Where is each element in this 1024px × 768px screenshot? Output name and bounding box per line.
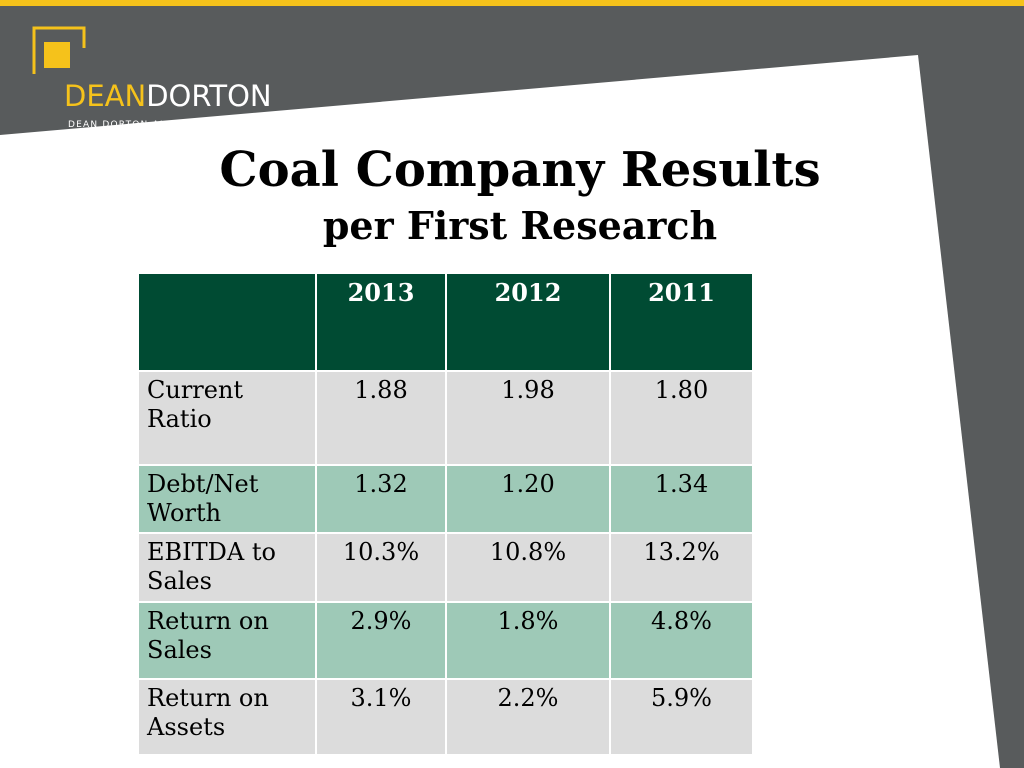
table-cell: 3.1% xyxy=(315,678,447,756)
table-row: Return on Sales 2.9% 1.8% 4.8% xyxy=(137,601,754,680)
table-row: Current Ratio 1.88 1.98 1.80 xyxy=(137,370,754,466)
table-cell: 1.32 xyxy=(315,464,447,534)
table-row: Return on Assets 3.1% 2.2% 5.9% xyxy=(137,678,754,756)
table-row: EBITDA to Sales 10.3% 10.8% 13.2% xyxy=(137,532,754,603)
table-header-cell: 2011 xyxy=(609,272,754,372)
table-row: Debt/Net Worth 1.32 1.20 1.34 xyxy=(137,464,754,534)
slide-title: Coal Company Results xyxy=(219,142,821,198)
table-header-cell xyxy=(137,272,317,372)
logo-subtitle: DEAN DORTON ALLEN FORD, PLLC xyxy=(68,120,257,130)
row-label: EBITDA to Sales xyxy=(137,532,317,603)
logo-wordmark: DEANDORTON xyxy=(64,82,272,111)
row-label: Debt/Net Worth xyxy=(137,464,317,534)
table-header-cell: 2012 xyxy=(445,272,611,372)
row-label: Return on Assets xyxy=(137,678,317,756)
table-cell: 5.9% xyxy=(609,678,754,756)
table-cell: 1.34 xyxy=(609,464,754,534)
row-label: Return on Sales xyxy=(137,601,317,680)
slide-subtitle: per First Research xyxy=(322,203,718,248)
table-cell: 13.2% xyxy=(609,532,754,603)
results-table: 2013 2012 2011 Current Ratio 1.88 1.98 1… xyxy=(137,272,754,756)
table-cell: 10.8% xyxy=(445,532,611,603)
company-logo: DEANDORTON DEAN DORTON ALLEN FORD, PLLC xyxy=(30,24,290,130)
table-cell: 1.98 xyxy=(445,370,611,466)
table-cell: 4.8% xyxy=(609,601,754,680)
top-accent-bar xyxy=(0,0,1024,6)
logo-wordmark-part2: DORTON xyxy=(146,79,272,113)
table-cell: 2.9% xyxy=(315,601,447,680)
table-cell: 1.88 xyxy=(315,370,447,466)
table-cell: 1.20 xyxy=(445,464,611,534)
table-header-cell: 2013 xyxy=(315,272,447,372)
table-cell: 1.8% xyxy=(445,601,611,680)
table-cell: 2.2% xyxy=(445,678,611,756)
table-cell: 10.3% xyxy=(315,532,447,603)
row-label: Current Ratio xyxy=(137,370,317,466)
logo-wordmark-part1: DEAN xyxy=(64,79,147,113)
table-cell: 1.80 xyxy=(609,370,754,466)
table-header-row: 2013 2012 2011 xyxy=(137,272,754,372)
logo-square-icon xyxy=(32,26,86,74)
